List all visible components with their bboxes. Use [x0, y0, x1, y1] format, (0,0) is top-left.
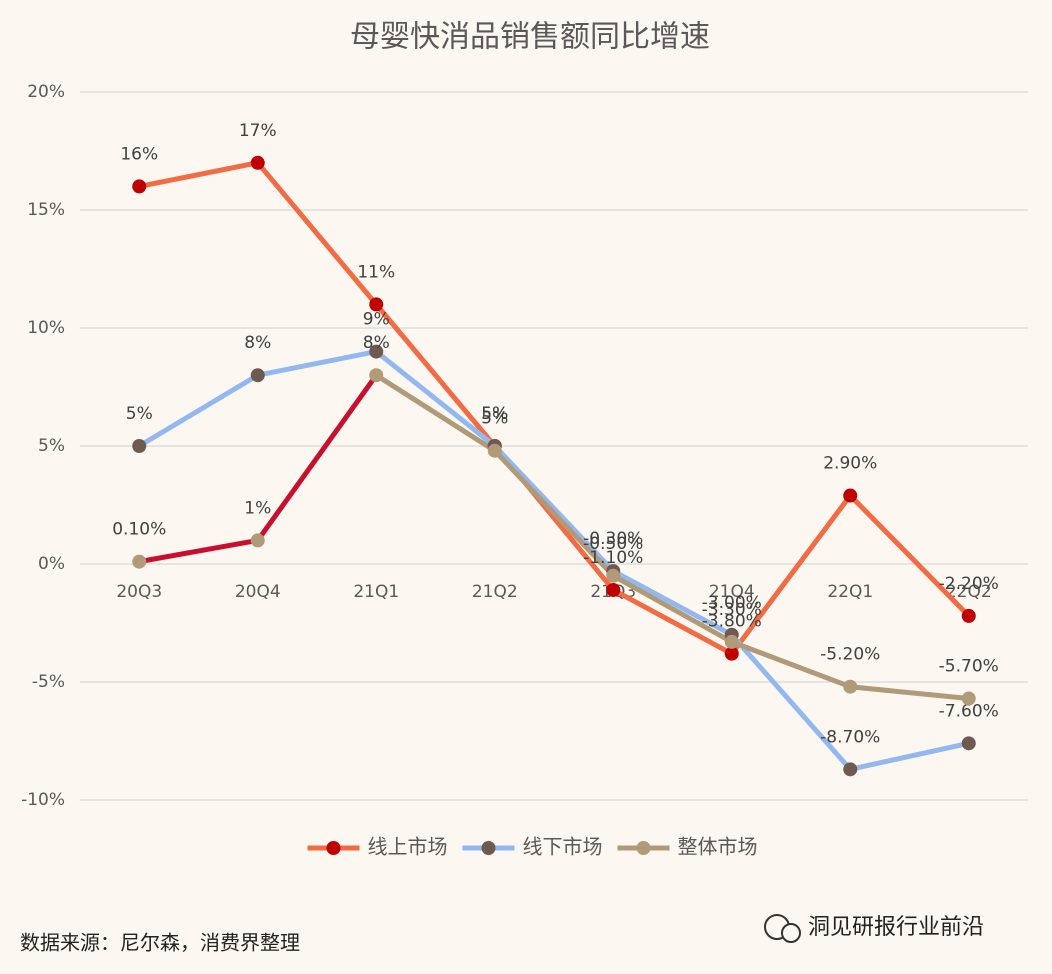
line	[136, 160, 972, 657]
marker	[843, 488, 858, 503]
marker	[369, 297, 384, 312]
marker	[132, 179, 147, 194]
data-label: 16%	[120, 144, 158, 164]
marker	[250, 155, 265, 170]
data-label: -3.80%	[702, 612, 762, 632]
data-label: 0.10%	[112, 520, 166, 540]
data-label: 5%	[481, 404, 508, 424]
legend-label: 线上市场	[368, 835, 448, 859]
data-label: 17%	[239, 121, 277, 141]
marker	[843, 762, 858, 777]
legend-marker	[481, 841, 496, 855]
data-label: -3.00%	[702, 593, 762, 613]
line-segment	[610, 573, 735, 645]
marker	[961, 736, 976, 751]
marker	[724, 634, 739, 649]
marker	[487, 443, 502, 458]
data-label: -3.30%	[702, 600, 762, 620]
x-tick-label: 22Q2	[946, 582, 992, 602]
x-tick-label: 21Q2	[472, 582, 518, 602]
source-note: 数据来源：尼尔森，消费界整理	[20, 931, 300, 955]
marker	[606, 568, 621, 583]
marker	[606, 582, 621, 597]
data-label: -0.50%	[583, 534, 643, 554]
x-tick-label: 22Q1	[827, 582, 873, 602]
data-label: -0.30%	[583, 529, 643, 549]
x-tick-label: 20Q3	[116, 582, 162, 602]
legend-label: 整体市场	[678, 835, 758, 859]
data-label: -8.70%	[820, 727, 880, 747]
line	[136, 349, 972, 772]
marker	[132, 439, 147, 453]
y-tick-label: 0%	[38, 554, 65, 574]
line-segment	[373, 372, 498, 454]
data-label: 9%	[363, 310, 390, 330]
y-tick-label: -10%	[21, 790, 65, 810]
marker	[961, 608, 976, 623]
y-tick-label: 10%	[27, 318, 65, 338]
watermark: 洞见研报行业前沿	[808, 915, 984, 940]
line-segment	[492, 448, 616, 579]
y-tick-label: -5%	[32, 672, 65, 692]
data-label: 5%	[481, 409, 508, 429]
data-label: 2.90%	[823, 454, 877, 474]
marker	[369, 344, 384, 359]
marker	[250, 368, 265, 383]
data-label: -1.10%	[583, 548, 643, 568]
chart-title: 母婴快消品销售额同比增速	[350, 20, 710, 55]
line-segment	[255, 372, 379, 543]
data-label: -2.20%	[939, 574, 999, 594]
marker	[724, 646, 739, 661]
data-label: -5.20%	[820, 645, 880, 665]
marker	[132, 554, 147, 569]
data-label: -7.60%	[939, 701, 999, 721]
legend-marker	[326, 841, 341, 855]
data-label: -5.70%	[939, 657, 999, 677]
data-label: 5%	[481, 404, 508, 424]
line-segment	[136, 537, 261, 565]
line-segment	[847, 684, 972, 702]
marker	[843, 679, 858, 694]
x-tick-label: 20Q4	[235, 582, 281, 602]
watermark-icon	[764, 914, 801, 943]
marker	[961, 691, 976, 706]
legend-marker	[636, 841, 651, 855]
marker	[369, 368, 384, 383]
data-label: 5%	[126, 404, 153, 424]
x-tick-label: 21Q1	[353, 582, 399, 602]
y-tick-label: 15%	[27, 200, 65, 220]
y-tick-label: 20%	[27, 82, 65, 102]
x-tick-label: 21Q4	[709, 582, 755, 602]
data-label: 1%	[244, 498, 271, 518]
y-tick-label: 5%	[38, 436, 65, 456]
line-segment	[729, 639, 853, 690]
legend-label: 线下市场	[523, 835, 603, 859]
data-label: 8%	[244, 333, 271, 353]
marker	[250, 533, 265, 548]
data-label: 8%	[363, 333, 390, 353]
data-label: 11%	[357, 262, 395, 282]
